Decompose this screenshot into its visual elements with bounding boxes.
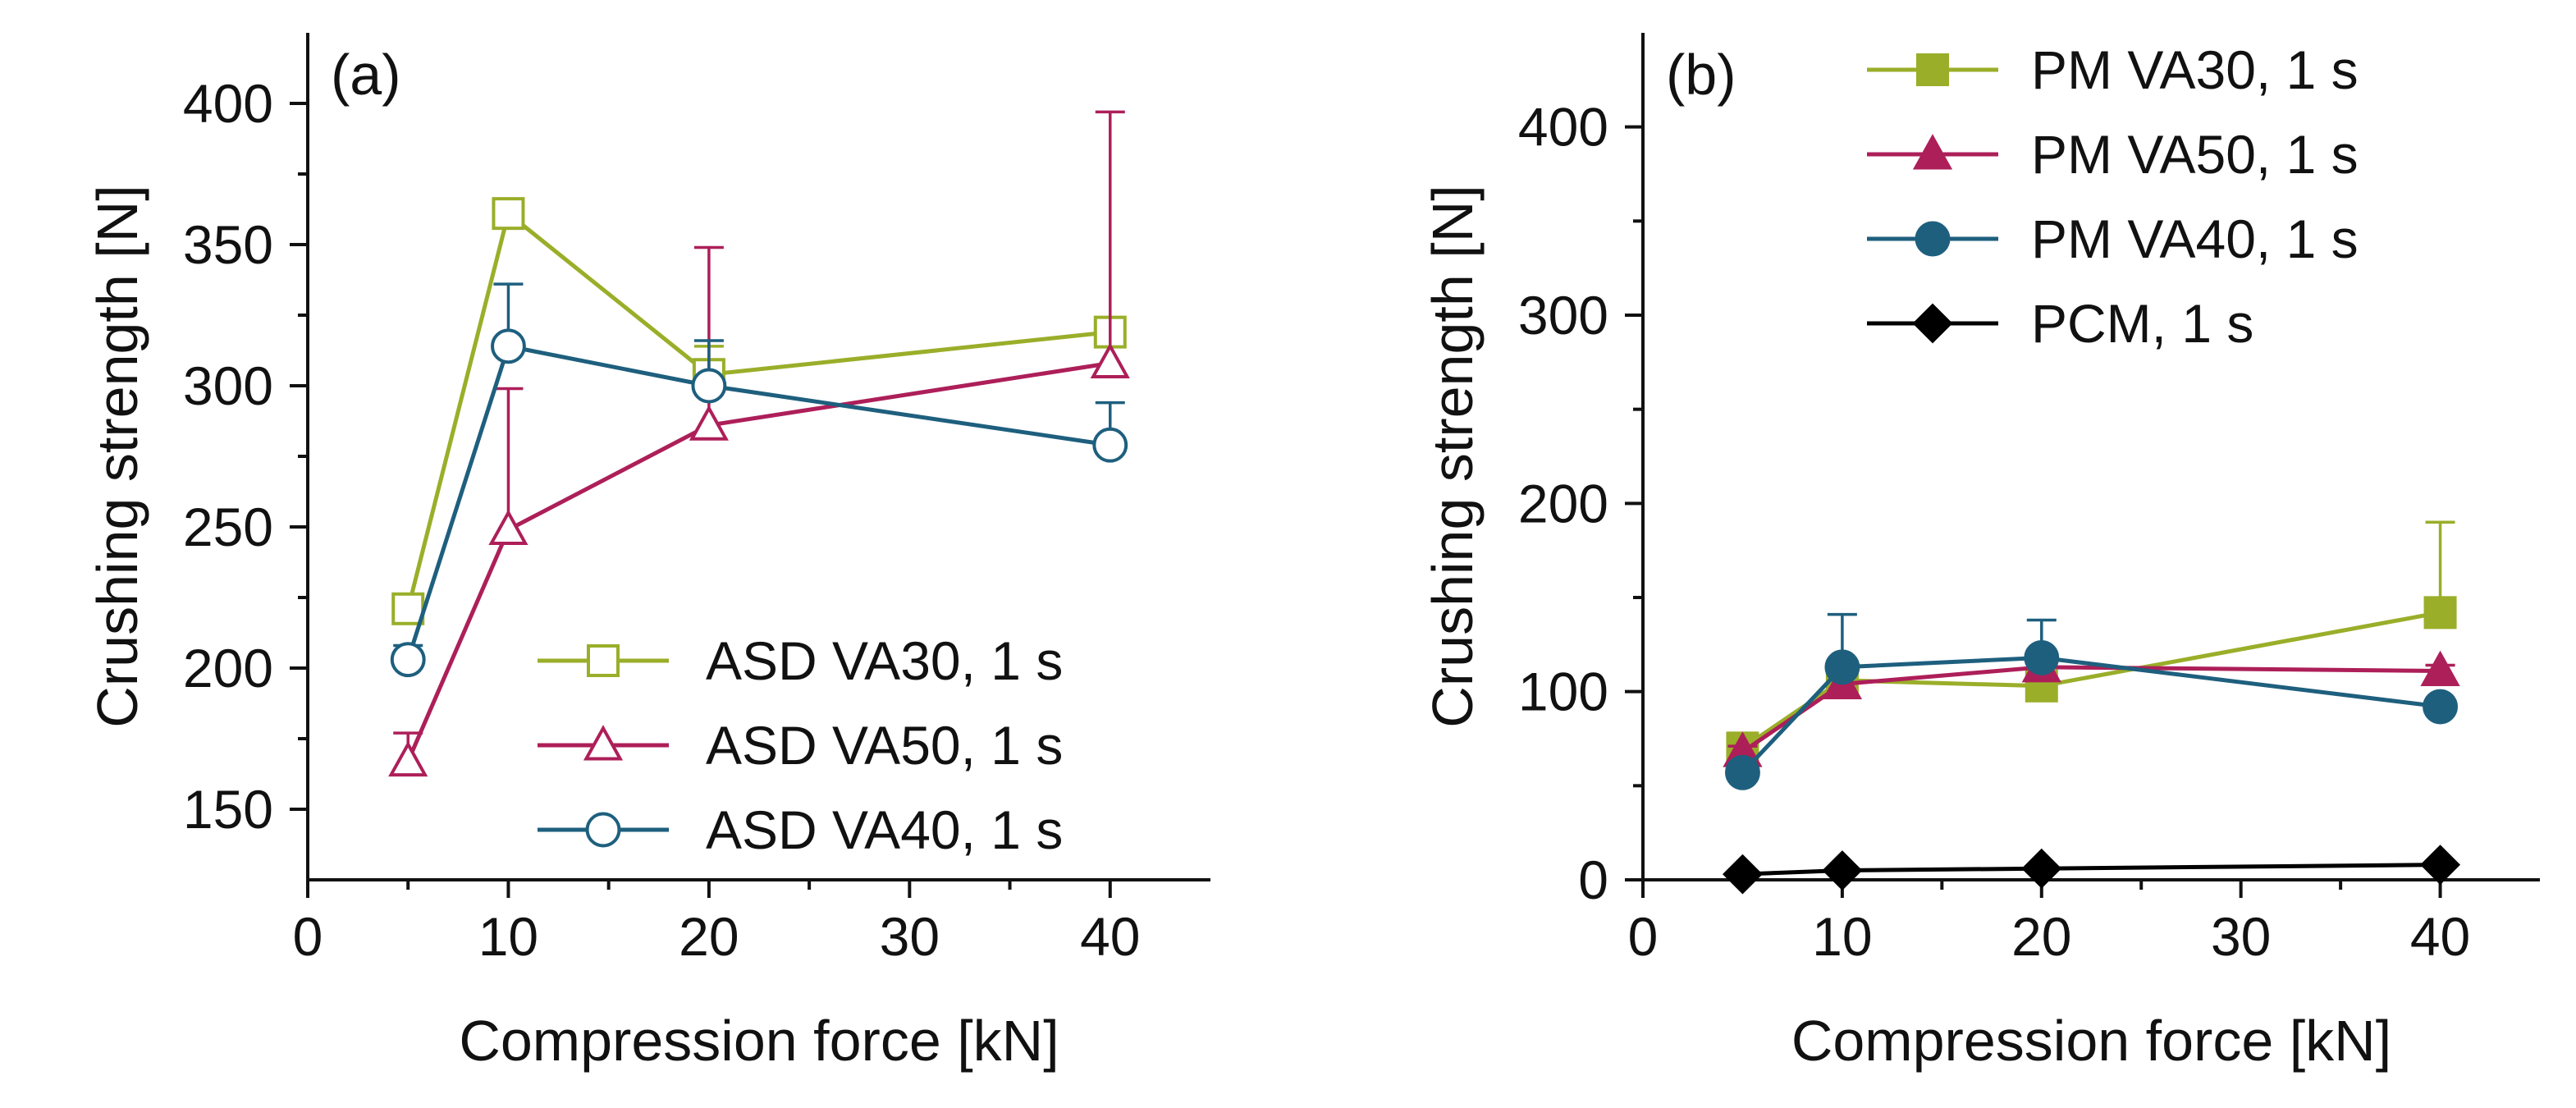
data-point (1822, 850, 1863, 891)
x-tick-label: 20 (679, 906, 739, 967)
x-tick-label: 20 (2011, 906, 2071, 967)
data-point (2423, 689, 2458, 725)
x-tick-label: 0 (293, 906, 323, 967)
legend-marker (1912, 303, 1953, 344)
legend: ASD VA30, 1 s ASD VA50, 1 s ASD VA40, 1 s (538, 630, 1063, 860)
data-point (2024, 639, 2060, 675)
legend-label: PCM, 1 s (2031, 293, 2253, 354)
legend-marker (587, 644, 620, 677)
series-pm-va40-1-s (1725, 612, 2458, 790)
y-axis-title: Crushing strength [N] (85, 185, 149, 727)
x-tick-label: 30 (880, 906, 940, 967)
legend-item: PM VA50, 1 s (1867, 124, 2359, 185)
y-axis-title: Crushing strength [N] (1421, 185, 1485, 727)
data-point (390, 642, 426, 678)
legend-item: PM VA30, 1 s (1867, 39, 2359, 100)
data-point (492, 197, 525, 231)
y-tick-label: 400 (1518, 97, 1608, 158)
data-point (388, 740, 428, 777)
data-point (1725, 754, 1760, 790)
x-tick-label: 10 (478, 906, 538, 967)
series-line (405, 343, 1111, 661)
data-point (1824, 649, 1860, 685)
legend-marker (1916, 53, 1949, 86)
y-tick-label: 300 (1518, 285, 1608, 346)
y-tick-label: 350 (183, 214, 273, 275)
series-asd-va50-1-s (388, 110, 1130, 777)
data-point (1723, 854, 1763, 895)
data-point (488, 509, 528, 545)
y-tick-label: 0 (1578, 849, 1608, 910)
data-point (2423, 596, 2457, 630)
series-line (1741, 610, 2441, 750)
series-line (1741, 655, 2441, 774)
data-point (689, 405, 729, 441)
legend-item: PCM, 1 s (1867, 293, 2253, 354)
series-pm-va30-1-s (1726, 520, 2457, 765)
data-point (2420, 650, 2460, 686)
x-axis-title: Compression force [kN] (1791, 1009, 2391, 1073)
legend-label: ASD VA40, 1 s (706, 799, 1063, 860)
y-tick-label: 100 (1518, 662, 1608, 722)
y-tick-label: 400 (183, 73, 273, 134)
data-point (391, 592, 425, 625)
panel-label: (a) (331, 43, 401, 107)
legend-label: ASD VA50, 1 s (706, 715, 1063, 776)
series-asd-va30-1-s (391, 197, 1127, 625)
data-point (2021, 848, 2062, 889)
x-tick-label: 30 (2211, 906, 2271, 967)
y-tick-label: 200 (1518, 473, 1608, 533)
legend-item: ASD VA50, 1 s (538, 715, 1063, 776)
legend-label: PM VA50, 1 s (2031, 124, 2359, 185)
data-point (1090, 342, 1130, 379)
y-tick-label: 150 (183, 779, 273, 840)
x-tick-label: 0 (1628, 906, 1659, 967)
legend-item: ASD VA40, 1 s (538, 799, 1063, 860)
data-point (491, 328, 526, 364)
legend-marker (1915, 221, 1951, 257)
panel-a: 0 10 20 30 40 150 200 250 300 350 400 Compression f… (85, 33, 1210, 1073)
legend-marker (583, 725, 624, 761)
x-tick-label: 40 (2410, 906, 2470, 967)
series-line (1742, 863, 2441, 877)
legend: PM VA30, 1 s PM VA50, 1 s PM VA40, 1 s PCM,… (1867, 39, 2359, 354)
legend-label: PM VA30, 1 s (2031, 39, 2359, 100)
series-line (405, 209, 1111, 610)
series-asd-va40-1-s (390, 282, 1128, 678)
data-point (2420, 845, 2460, 886)
legend-item: ASD VA30, 1 s (538, 630, 1063, 691)
y-tick-label: 200 (183, 638, 273, 698)
legend-marker (585, 812, 621, 848)
x-tick-label: 10 (1812, 906, 1872, 967)
y-tick-label: 300 (183, 355, 273, 416)
y-tick-label: 250 (183, 497, 273, 557)
series-line (405, 361, 1111, 762)
legend-item: PM VA40, 1 s (1867, 208, 2359, 269)
data-point (691, 368, 727, 404)
series-pcm-1-s (1723, 845, 2460, 895)
legend-marker (1912, 134, 1953, 170)
data-point (1092, 427, 1128, 463)
legend-label: ASD VA30, 1 s (706, 630, 1063, 691)
panel-label: (b) (1666, 43, 1736, 107)
x-tick-label: 40 (1080, 906, 1140, 967)
legend-label: PM VA40, 1 s (2031, 208, 2359, 269)
x-axis-title: Compression force [kN] (459, 1009, 1059, 1073)
